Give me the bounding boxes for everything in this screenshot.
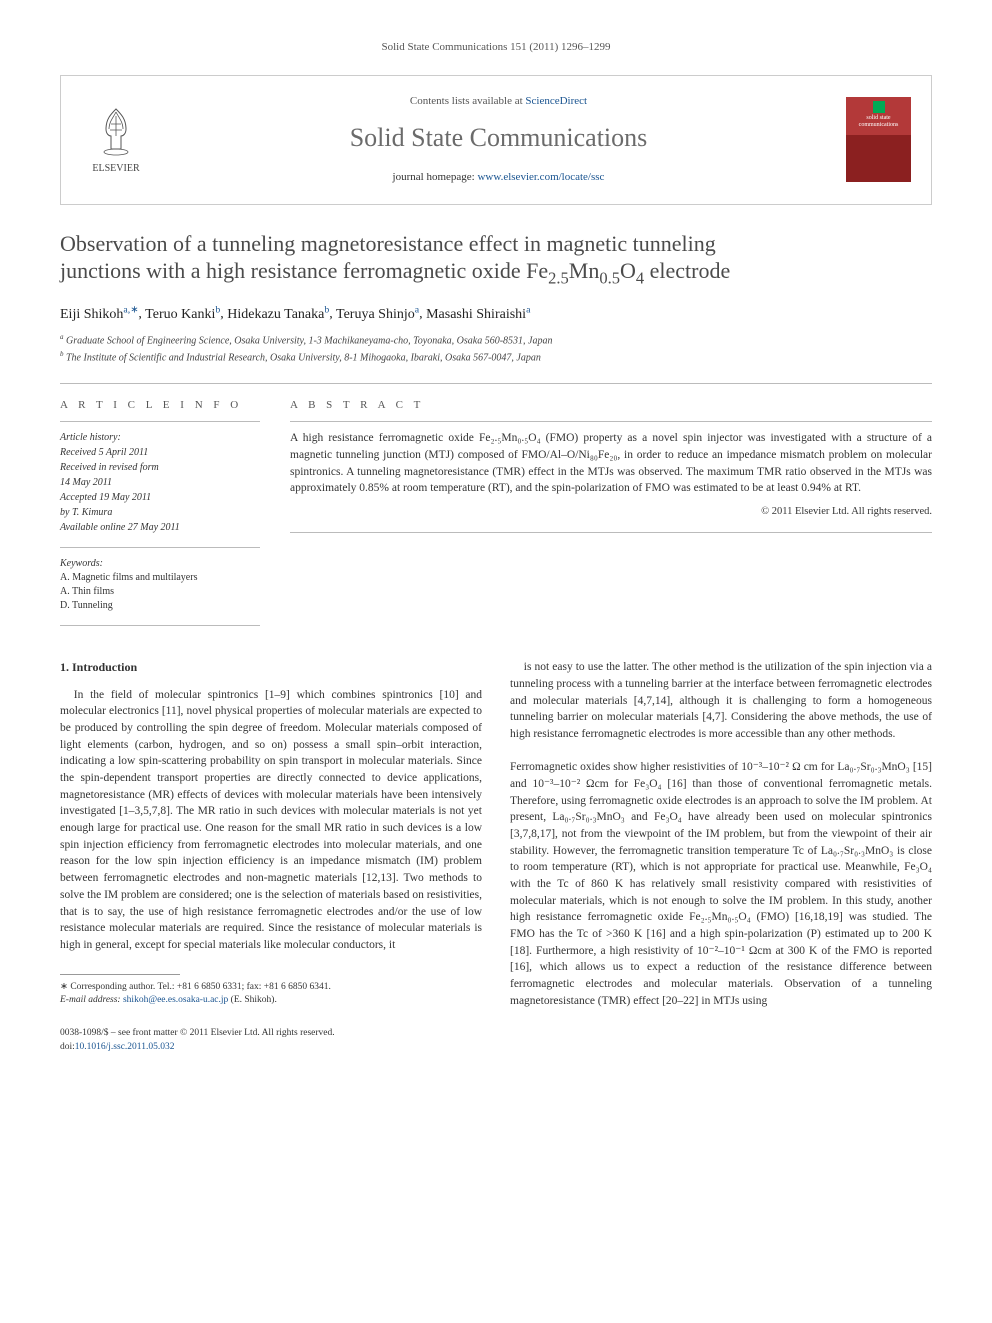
abstract-copyright: © 2011 Elsevier Ltd. All rights reserved…	[290, 505, 932, 520]
title-line2-pre: junctions with a high resistance ferroma…	[60, 258, 548, 283]
author-aff[interactable]: b	[324, 304, 329, 315]
history-line: Received in revised form	[60, 460, 260, 475]
article-title: Observation of a tunneling magnetoresist…	[60, 230, 932, 290]
contents-available-text: Contents lists available at	[410, 95, 525, 107]
history-line: Accepted 19 May 2011	[60, 490, 260, 505]
elsevier-name: ELSEVIER	[92, 162, 139, 176]
homepage-url[interactable]: www.elsevier.com/locate/ssc	[477, 171, 604, 183]
elsevier-logo: ELSEVIER	[81, 100, 151, 180]
info-divider	[60, 421, 260, 422]
email-link[interactable]: shikoh@ee.es.osaka-u.ac.jp	[123, 995, 228, 1005]
body-paragraph: is not easy to use the latter. The other…	[510, 659, 932, 1009]
history-line: by T. Kimura	[60, 505, 260, 520]
authors-line: Eiji Shikoha,∗, Teruo Kankib, Hidekazu T…	[60, 303, 932, 324]
abstract-column: A B S T R A C T A high resistance ferrom…	[290, 398, 932, 634]
homepage-line: journal homepage: www.elsevier.com/locat…	[151, 170, 846, 185]
affiliation-line: b The Institute of Scientific and Indust…	[60, 349, 932, 365]
abstract-header: A B S T R A C T	[290, 398, 932, 413]
cover-badge-icon	[873, 101, 885, 113]
email-suffix: (E. Shikoh).	[228, 995, 277, 1005]
keywords-label: Keywords:	[60, 556, 260, 571]
body-column-right: is not easy to use the latter. The other…	[510, 659, 932, 1009]
journal-cover-thumb: solid state communications	[846, 97, 911, 182]
keyword: A. Magnetic films and multilayers	[60, 571, 260, 585]
title-sub3: 4	[636, 268, 644, 287]
abstract-text: A high resistance ferromagnetic oxide Fe…	[290, 430, 932, 497]
footnote-divider	[60, 974, 180, 975]
title-sub2: 0.5	[599, 268, 620, 287]
author: Teruo Kankib	[145, 307, 220, 322]
author-aff[interactable]: a,∗	[123, 304, 138, 315]
info-divider	[60, 625, 260, 626]
article-info-header: A R T I C L E I N F O	[60, 398, 260, 413]
footnote-email: E-mail address: shikoh@ee.es.osaka-u.ac.…	[60, 994, 482, 1007]
footer-frontmatter: 0038-1098/$ – see front matter © 2011 El…	[60, 1027, 335, 1040]
contents-available-line: Contents lists available at ScienceDirec…	[151, 94, 846, 109]
author: Masashi Shiraishia	[426, 307, 530, 322]
footer-doi: doi:10.1016/j.ssc.2011.05.032	[60, 1041, 335, 1054]
keywords-block: Keywords: A. Magnetic films and multilay…	[60, 556, 260, 613]
body-column-left: 1. Introduction In the field of molecula…	[60, 659, 482, 1009]
history-line: 14 May 2011	[60, 475, 260, 490]
author-aff[interactable]: b	[215, 304, 220, 315]
sciencedirect-link[interactable]: ScienceDirect	[525, 95, 587, 107]
keyword: A. Thin films	[60, 585, 260, 599]
article-info: A R T I C L E I N F O Article history: R…	[60, 398, 260, 634]
cover-thumb-text: solid state communications	[850, 115, 907, 128]
doi-link[interactable]: 10.1016/j.ssc.2011.05.032	[75, 1042, 175, 1052]
article-history: Article history: Received 5 April 2011 R…	[60, 430, 260, 535]
info-divider	[60, 547, 260, 548]
author-aff[interactable]: a	[415, 304, 419, 315]
info-divider	[290, 532, 932, 533]
title-mid: Mn	[569, 258, 600, 283]
footnote-corresponding: ∗ Corresponding author. Tel.: +81 6 6850…	[60, 981, 482, 994]
info-abstract-row: A R T I C L E I N F O Article history: R…	[60, 398, 932, 634]
author: Teruya Shinjoa	[336, 307, 419, 322]
email-label: E-mail address:	[60, 995, 123, 1005]
title-line1: Observation of a tunneling magnetoresist…	[60, 231, 716, 256]
body-paragraph: In the field of molecular spintronics [1…	[60, 687, 482, 954]
title-sub1: 2.5	[548, 268, 569, 287]
title-line2-post: electrode	[644, 258, 730, 283]
footer-left: 0038-1098/$ – see front matter © 2011 El…	[60, 1027, 335, 1054]
history-label: Article history:	[60, 430, 260, 445]
page-footer: 0038-1098/$ – see front matter © 2011 El…	[60, 1027, 932, 1054]
citation-header: Solid State Communications 151 (2011) 12…	[60, 40, 932, 55]
elsevier-tree-icon	[91, 104, 141, 159]
journal-name: Solid State Communications	[151, 120, 846, 156]
history-line: Available online 27 May 2011	[60, 520, 260, 535]
author: Hidekazu Tanakab	[227, 307, 329, 322]
section-heading: 1. Introduction	[60, 659, 482, 676]
contents-center: Contents lists available at ScienceDirec…	[151, 94, 846, 185]
homepage-prefix: journal homepage:	[393, 171, 478, 183]
contents-box: ELSEVIER Contents lists available at Sci…	[60, 75, 932, 204]
affiliation-line: a Graduate School of Engineering Science…	[60, 332, 932, 348]
body-columns: 1. Introduction In the field of molecula…	[60, 659, 932, 1009]
page-container: Solid State Communications 151 (2011) 12…	[0, 0, 992, 1094]
affiliations: a Graduate School of Engineering Science…	[60, 332, 932, 365]
author-aff[interactable]: a	[526, 304, 530, 315]
info-divider	[290, 421, 932, 422]
title-mid2: O	[620, 258, 636, 283]
keyword: D. Tunneling	[60, 599, 260, 613]
history-line: Received 5 April 2011	[60, 445, 260, 460]
author: Eiji Shikoha,∗	[60, 307, 138, 322]
divider	[60, 383, 932, 384]
